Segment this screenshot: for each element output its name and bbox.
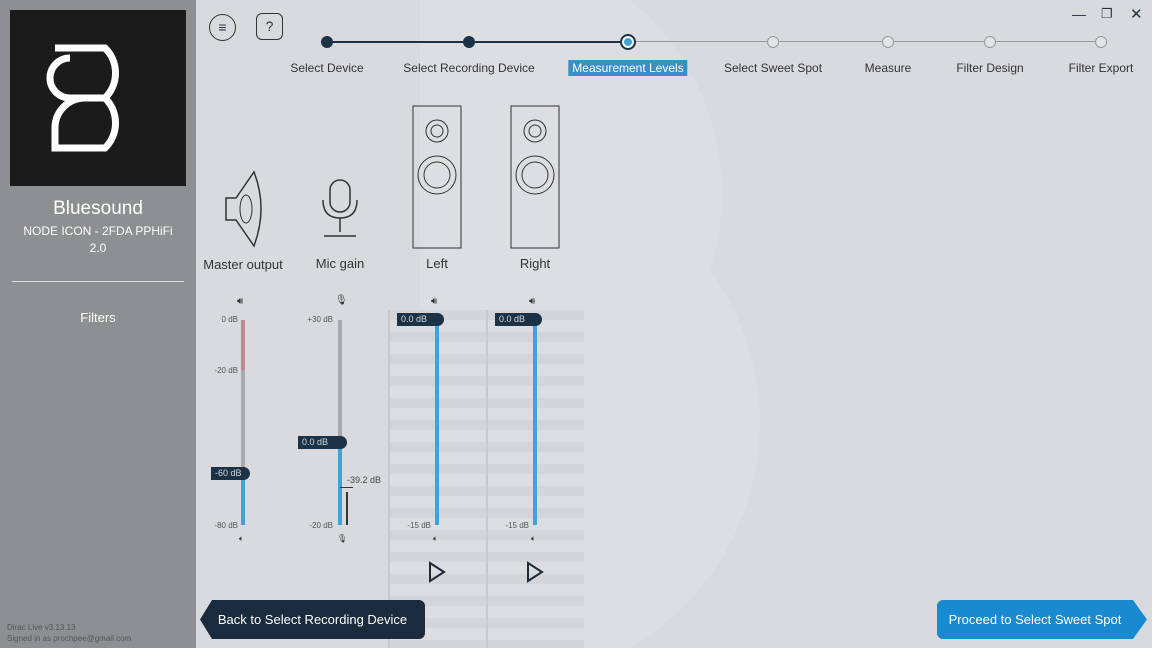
sidebar: Bluesound NODE ICON - 2FDA PPHiFi 2.0 Fi… <box>0 0 196 648</box>
volume-low-icon: 🔈︎ <box>433 534 438 543</box>
restore-button[interactable]: ❐ <box>1101 6 1113 21</box>
volume-low-icon: 🔈︎ <box>531 534 536 543</box>
step-filter-export[interactable]: Filter Export <box>1068 61 1134 75</box>
channel-config: 2.0 <box>89 241 107 255</box>
step-dot <box>767 36 779 48</box>
signed-in: Signed in as prochpee@gmail.com <box>7 634 132 643</box>
proceed-button[interactable]: Proceed to Select Sweet Spot <box>937 600 1147 639</box>
divider <box>12 281 184 282</box>
mic-track <box>338 320 342 442</box>
play-right-button[interactable] <box>525 561 545 583</box>
speaker-icon <box>225 170 262 248</box>
back-button[interactable]: Back to Select Recording Device <box>200 600 425 639</box>
right-slider-knob[interactable]: 0.0 dB <box>495 313 542 326</box>
master-track <box>241 370 245 474</box>
play-left-button[interactable] <box>427 561 447 583</box>
tick: +30 dB <box>307 315 333 324</box>
mic-gain-label: Mic gain <box>315 256 365 271</box>
close-button[interactable]: ✕ <box>1130 6 1143 23</box>
mic-track-fill <box>338 442 342 525</box>
step-select-recording-device[interactable]: Select Recording Device <box>403 61 535 75</box>
tick: -15 dB <box>407 521 431 530</box>
tick: -15 dB <box>505 521 529 530</box>
brand-name: Bluesound <box>53 198 143 219</box>
volume-low-icon: 🔈︎ <box>239 534 244 543</box>
master-output-label: Master output <box>203 257 283 272</box>
step-dot <box>1095 36 1107 48</box>
step-measure[interactable]: Measure <box>864 61 912 75</box>
microphone-icon <box>322 179 358 237</box>
step-dot <box>882 36 894 48</box>
menu-button[interactable]: ≡ <box>209 14 236 41</box>
tick: -80 dB <box>214 521 238 530</box>
bluesound-logo <box>10 10 186 186</box>
right-speaker-icon <box>510 105 560 249</box>
volume-icon: 🔊︎ <box>431 296 438 307</box>
left-speaker-icon <box>412 105 462 249</box>
help-button[interactable]: ? <box>256 13 283 40</box>
step-dot <box>463 36 475 48</box>
right-label: Right <box>519 256 551 271</box>
step-measurement-levels[interactable]: Measurement Levels <box>568 60 688 76</box>
step-dot <box>984 36 996 48</box>
mic-gain-slider-knob[interactable]: 0.0 dB <box>298 436 347 449</box>
step-dot <box>321 36 333 48</box>
mic-small-icon: 🎙︎ <box>337 534 348 543</box>
mic-icon: 🎙︎ <box>335 295 348 306</box>
master-track-fill <box>241 474 245 525</box>
tick: -20 dB <box>214 366 238 375</box>
sidebar-item-filters[interactable]: Filters <box>80 310 116 325</box>
step-select-device[interactable]: Select Device <box>290 61 364 75</box>
step-select-sweet-spot[interactable]: Select Sweet Spot <box>723 61 823 75</box>
stepper-progress <box>327 41 628 43</box>
left-track <box>435 320 439 525</box>
master-track-clip <box>241 320 245 370</box>
minimize-button[interactable]: — <box>1072 6 1086 22</box>
step-filter-design[interactable]: Filter Design <box>956 61 1024 75</box>
step-dot <box>620 34 636 50</box>
right-track <box>533 320 537 525</box>
version: Dirac Live v3.13.13 <box>7 623 76 632</box>
master-output-slider-knob[interactable]: -60 dB <box>211 467 250 480</box>
volume-icon: 🔊︎ <box>237 296 244 307</box>
left-label: Left <box>426 256 448 271</box>
mic-level-value: -39.2 dB <box>347 475 382 485</box>
mic-level-marker <box>340 487 353 488</box>
mic-level-meter <box>346 492 348 525</box>
tick: -20 dB <box>309 521 333 530</box>
stepper-rail <box>628 41 1101 42</box>
device-name: NODE ICON - 2FDA PPHiFi <box>23 224 173 238</box>
tick: 0 dB <box>221 315 238 324</box>
volume-icon: 🔊︎ <box>529 296 536 307</box>
left-slider-knob[interactable]: 0.0 dB <box>397 313 444 326</box>
